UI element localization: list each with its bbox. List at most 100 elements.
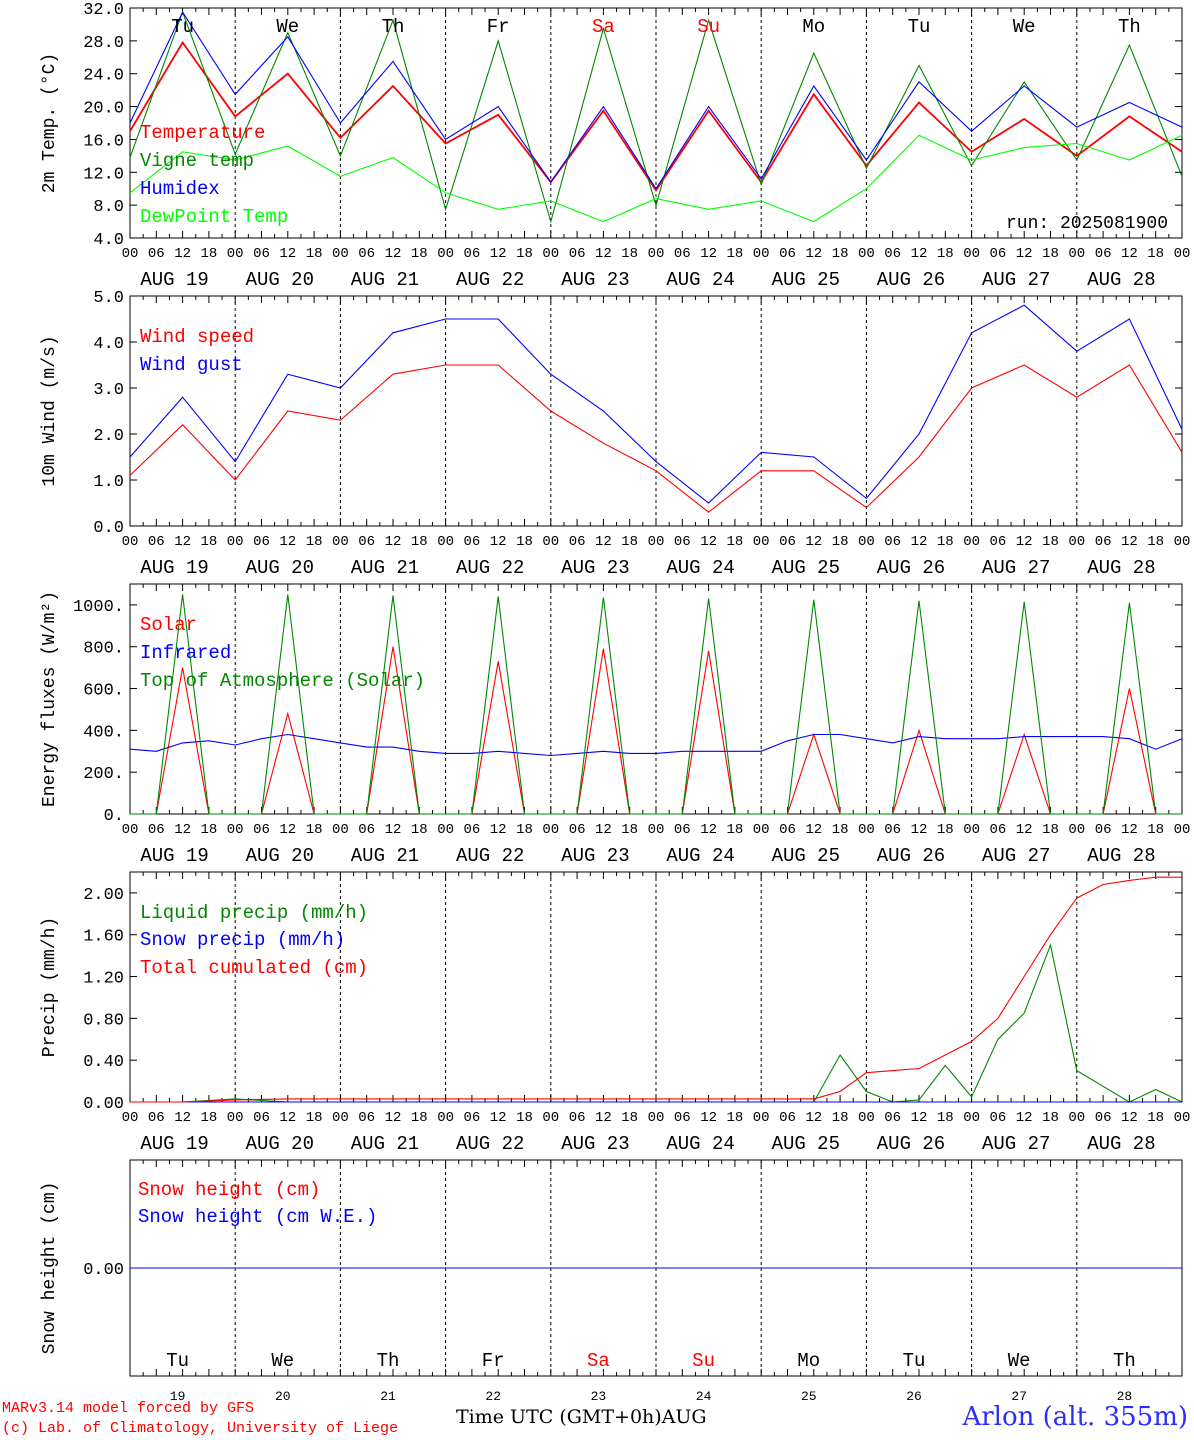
hour-label: 00 xyxy=(122,534,139,550)
date-label: AUG 19 xyxy=(140,557,208,579)
series-line-2 xyxy=(130,594,1182,815)
y-tick-label: 0.80 xyxy=(83,1011,124,1030)
y-tick-label: 4.0 xyxy=(93,231,124,250)
hour-label: 06 xyxy=(463,822,480,838)
series-line-2 xyxy=(130,876,1182,1103)
hour-label: 12 xyxy=(1121,822,1138,838)
hour-label: 06 xyxy=(253,534,270,550)
hour-label: 00 xyxy=(542,1110,559,1126)
hour-label: 12 xyxy=(1121,1110,1138,1126)
date-label: AUG 19 xyxy=(140,845,208,867)
hour-label: 00 xyxy=(963,822,980,838)
hour-label: 12 xyxy=(385,822,402,838)
legend-entry: Vigne temp xyxy=(140,150,254,172)
hour-label: 18 xyxy=(411,246,428,262)
hour-label: 00 xyxy=(648,1110,665,1126)
hour-label: 12 xyxy=(911,1110,928,1126)
hour-label: 18 xyxy=(306,246,323,262)
hour-label: 18 xyxy=(726,1110,743,1126)
hour-label: 18 xyxy=(937,534,954,550)
hour-label: 06 xyxy=(569,246,586,262)
hour-label: 06 xyxy=(569,1110,586,1126)
hour-label: 00 xyxy=(437,822,454,838)
hour-label: 18 xyxy=(516,246,533,262)
hour-label: 12 xyxy=(385,246,402,262)
hour-label: 06 xyxy=(463,246,480,262)
day-name-top: Tu xyxy=(171,16,194,38)
hour-label: 00 xyxy=(122,246,139,262)
hour-label: 00 xyxy=(858,534,875,550)
series-line-0 xyxy=(129,40,1183,193)
date-label: AUG 28 xyxy=(1087,845,1155,867)
y-tick-label: 2.0 xyxy=(93,427,124,446)
hour-label: 12 xyxy=(700,1110,717,1126)
day-name-bottom: We xyxy=(271,1350,294,1372)
hour-label: 06 xyxy=(989,822,1006,838)
hour-label: 18 xyxy=(1147,534,1164,550)
hour-label: 00 xyxy=(542,246,559,262)
hour-label: 00 xyxy=(858,246,875,262)
hour-label: 18 xyxy=(200,534,217,550)
y-tick-label: 800. xyxy=(83,640,124,659)
date-label: AUG 21 xyxy=(351,557,419,579)
panel-energy xyxy=(129,583,1183,815)
legend-entry: Solar xyxy=(140,614,197,636)
hour-label: 06 xyxy=(1095,534,1112,550)
hour-label: 00 xyxy=(542,822,559,838)
hour-label: 18 xyxy=(832,822,849,838)
panel-temp xyxy=(129,7,1183,239)
hour-label: 00 xyxy=(753,246,770,262)
y-tick-label: 0.00 xyxy=(83,1095,124,1114)
hour-label: 00 xyxy=(1174,822,1191,838)
hour-label: 06 xyxy=(884,246,901,262)
hour-label: 06 xyxy=(463,534,480,550)
date-label: AUG 23 xyxy=(561,557,629,579)
hour-label: 12 xyxy=(279,1110,296,1126)
legend-entry: DewPoint Temp xyxy=(140,206,288,228)
day-number: 27 xyxy=(1011,1389,1027,1404)
hour-label: 06 xyxy=(569,822,586,838)
date-label: AUG 21 xyxy=(351,269,419,291)
day-number: 21 xyxy=(380,1389,396,1404)
hour-label: 12 xyxy=(595,246,612,262)
y-tick-label: 400. xyxy=(83,723,124,742)
day-name-top: We xyxy=(276,16,299,38)
hour-label: 12 xyxy=(805,1110,822,1126)
hour-label: 00 xyxy=(858,822,875,838)
hour-label: 18 xyxy=(726,534,743,550)
legend-entry: Snow height (cm) xyxy=(138,1179,320,1201)
date-label: AUG 26 xyxy=(877,557,945,579)
y-axis-title: Snow height (cm) xyxy=(40,1182,60,1355)
hour-label: 06 xyxy=(358,822,375,838)
day-number: 19 xyxy=(170,1389,186,1404)
legend-entry: Humidex xyxy=(140,178,220,200)
hour-label: 00 xyxy=(332,246,349,262)
hour-label: 18 xyxy=(621,534,638,550)
day-name-top: Mo xyxy=(802,16,825,38)
hour-label: 12 xyxy=(174,822,191,838)
hour-label: 00 xyxy=(858,1110,875,1126)
hour-label: 06 xyxy=(148,1110,165,1126)
series-line-2 xyxy=(129,10,1183,190)
hour-label: 18 xyxy=(516,822,533,838)
hour-label: 00 xyxy=(332,822,349,838)
hour-label: 18 xyxy=(937,1110,954,1126)
hour-label: 06 xyxy=(989,246,1006,262)
date-label: AUG 27 xyxy=(982,1133,1050,1155)
day-name-bottom: Mo xyxy=(797,1350,820,1372)
hour-label: 06 xyxy=(1095,1110,1112,1126)
y-axis-title: 2m Temp. (°C) xyxy=(40,53,60,193)
legend-entry: Total cumulated (cm) xyxy=(140,957,368,979)
date-label: AUG 22 xyxy=(456,269,524,291)
hour-label: 12 xyxy=(911,534,928,550)
hour-label: 18 xyxy=(411,534,428,550)
hour-label: 06 xyxy=(884,822,901,838)
hour-label: 12 xyxy=(490,822,507,838)
hour-label: 00 xyxy=(753,1110,770,1126)
y-tick-label: 1.60 xyxy=(83,928,124,947)
hour-label: 06 xyxy=(1095,822,1112,838)
hour-label: 12 xyxy=(700,822,717,838)
hour-label: 18 xyxy=(1042,534,1059,550)
date-label: AUG 20 xyxy=(246,557,314,579)
